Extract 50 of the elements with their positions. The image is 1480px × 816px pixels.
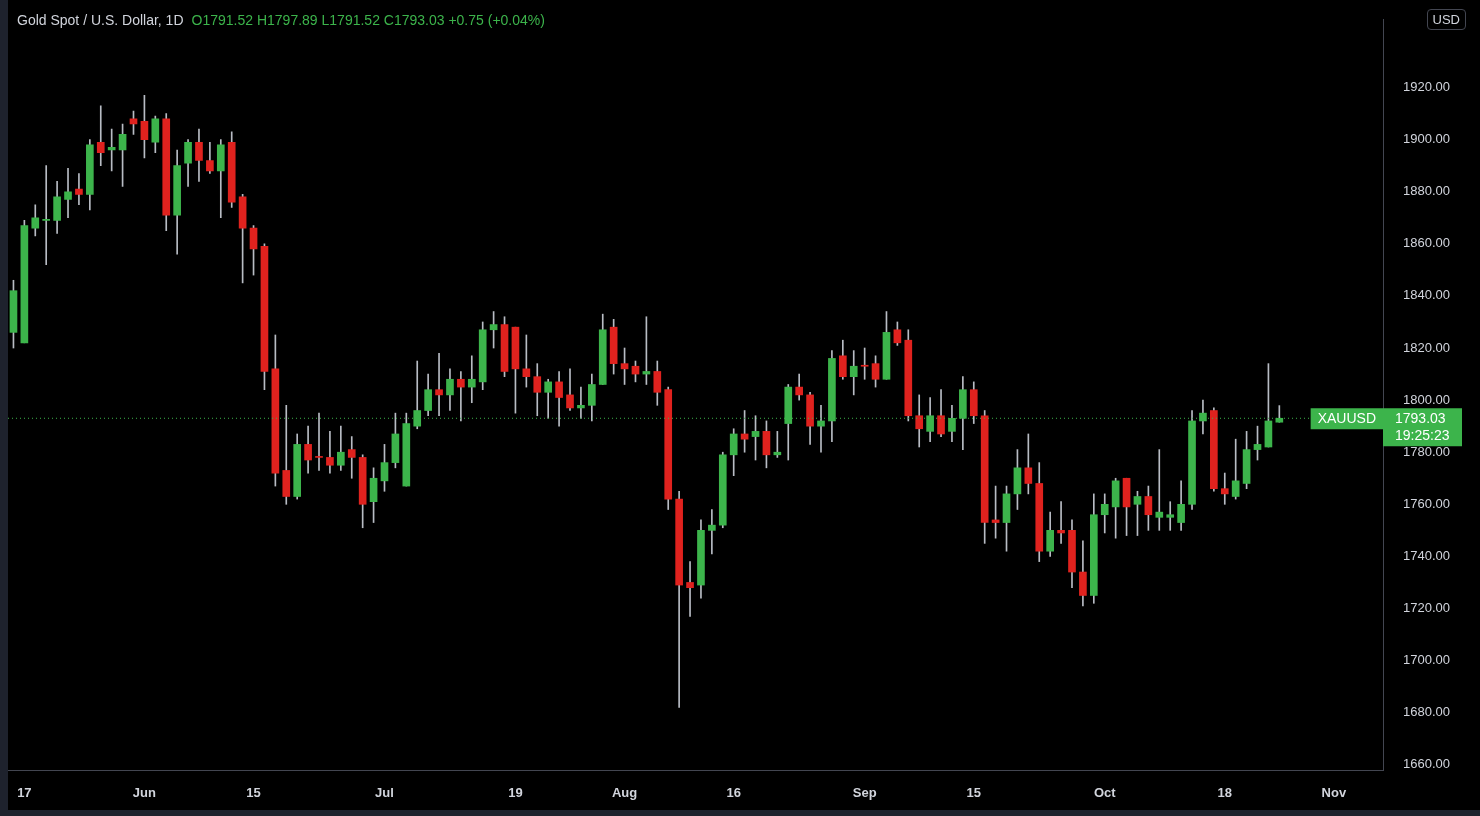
candlestick xyxy=(435,352,443,417)
y-tick-label: 1860.00 xyxy=(1403,235,1450,251)
y-tick-label: 1740.00 xyxy=(1403,547,1450,563)
y-tick-label: 1680.00 xyxy=(1403,704,1450,720)
candlestick xyxy=(75,173,83,206)
candlestick xyxy=(1057,501,1065,544)
x-tick-label: Jul xyxy=(375,785,394,801)
chart-subtitle: O1791.52 H1797.89 L1791.52 C1793.03 +0.75 (+0.04%) xyxy=(191,12,545,28)
y-tick-label: 1660.00 xyxy=(1403,756,1450,772)
candlestick xyxy=(1166,501,1175,531)
y-tick-label: 1920.00 xyxy=(1403,79,1450,95)
x-tick-label: 15 xyxy=(966,785,982,801)
candlestick xyxy=(315,412,323,471)
y-tick-label: 1840.00 xyxy=(1403,287,1450,303)
candlestick xyxy=(467,355,476,404)
y-tick-label: 1720.00 xyxy=(1403,600,1450,616)
y-tick-label: 1760.00 xyxy=(1403,495,1450,511)
ref-line-label: XAUUSD xyxy=(1317,410,1377,427)
candlestick xyxy=(849,350,858,396)
candlestick xyxy=(457,371,465,422)
chart-title: Gold Spot / U.S. Dollar, 1D xyxy=(17,12,184,28)
candlestick xyxy=(96,105,105,166)
candlestick xyxy=(708,509,716,555)
x-tick-label: 19 xyxy=(508,785,523,801)
y-tick-label: 1820.00 xyxy=(1403,339,1450,355)
x-tick-label: Aug xyxy=(611,785,638,801)
candlestick xyxy=(1220,472,1229,505)
candlestick xyxy=(107,128,116,172)
x-tick-label: 18 xyxy=(1217,785,1232,801)
candlestick xyxy=(42,165,51,265)
x-tick-label: Oct xyxy=(1093,785,1117,801)
x-tick-label: 17 xyxy=(17,785,32,801)
y-tick-label: 1900.00 xyxy=(1403,131,1450,147)
text: USD xyxy=(1426,9,1466,30)
text: 19:25:23 xyxy=(1395,427,1450,444)
x-tick-label: 16 xyxy=(726,785,741,801)
y-tick-label: 1880.00 xyxy=(1403,183,1450,199)
x-tick-label: Jun xyxy=(132,785,157,801)
x-tick-label: Nov xyxy=(1321,785,1347,801)
candlestick xyxy=(326,431,334,474)
text: 1793.03 xyxy=(1395,410,1446,427)
candlestick xyxy=(686,561,694,617)
x-tick-label: 15 xyxy=(246,785,261,801)
x-tick-label: Sep xyxy=(852,785,877,801)
candlestick xyxy=(347,436,356,479)
candlestick xyxy=(64,167,72,219)
y-tick-label: 1800.00 xyxy=(1403,391,1450,407)
candlestick xyxy=(1155,449,1164,531)
y-tick-label: 1700.00 xyxy=(1403,652,1450,668)
y-tick-label: 1780.00 xyxy=(1403,443,1450,459)
